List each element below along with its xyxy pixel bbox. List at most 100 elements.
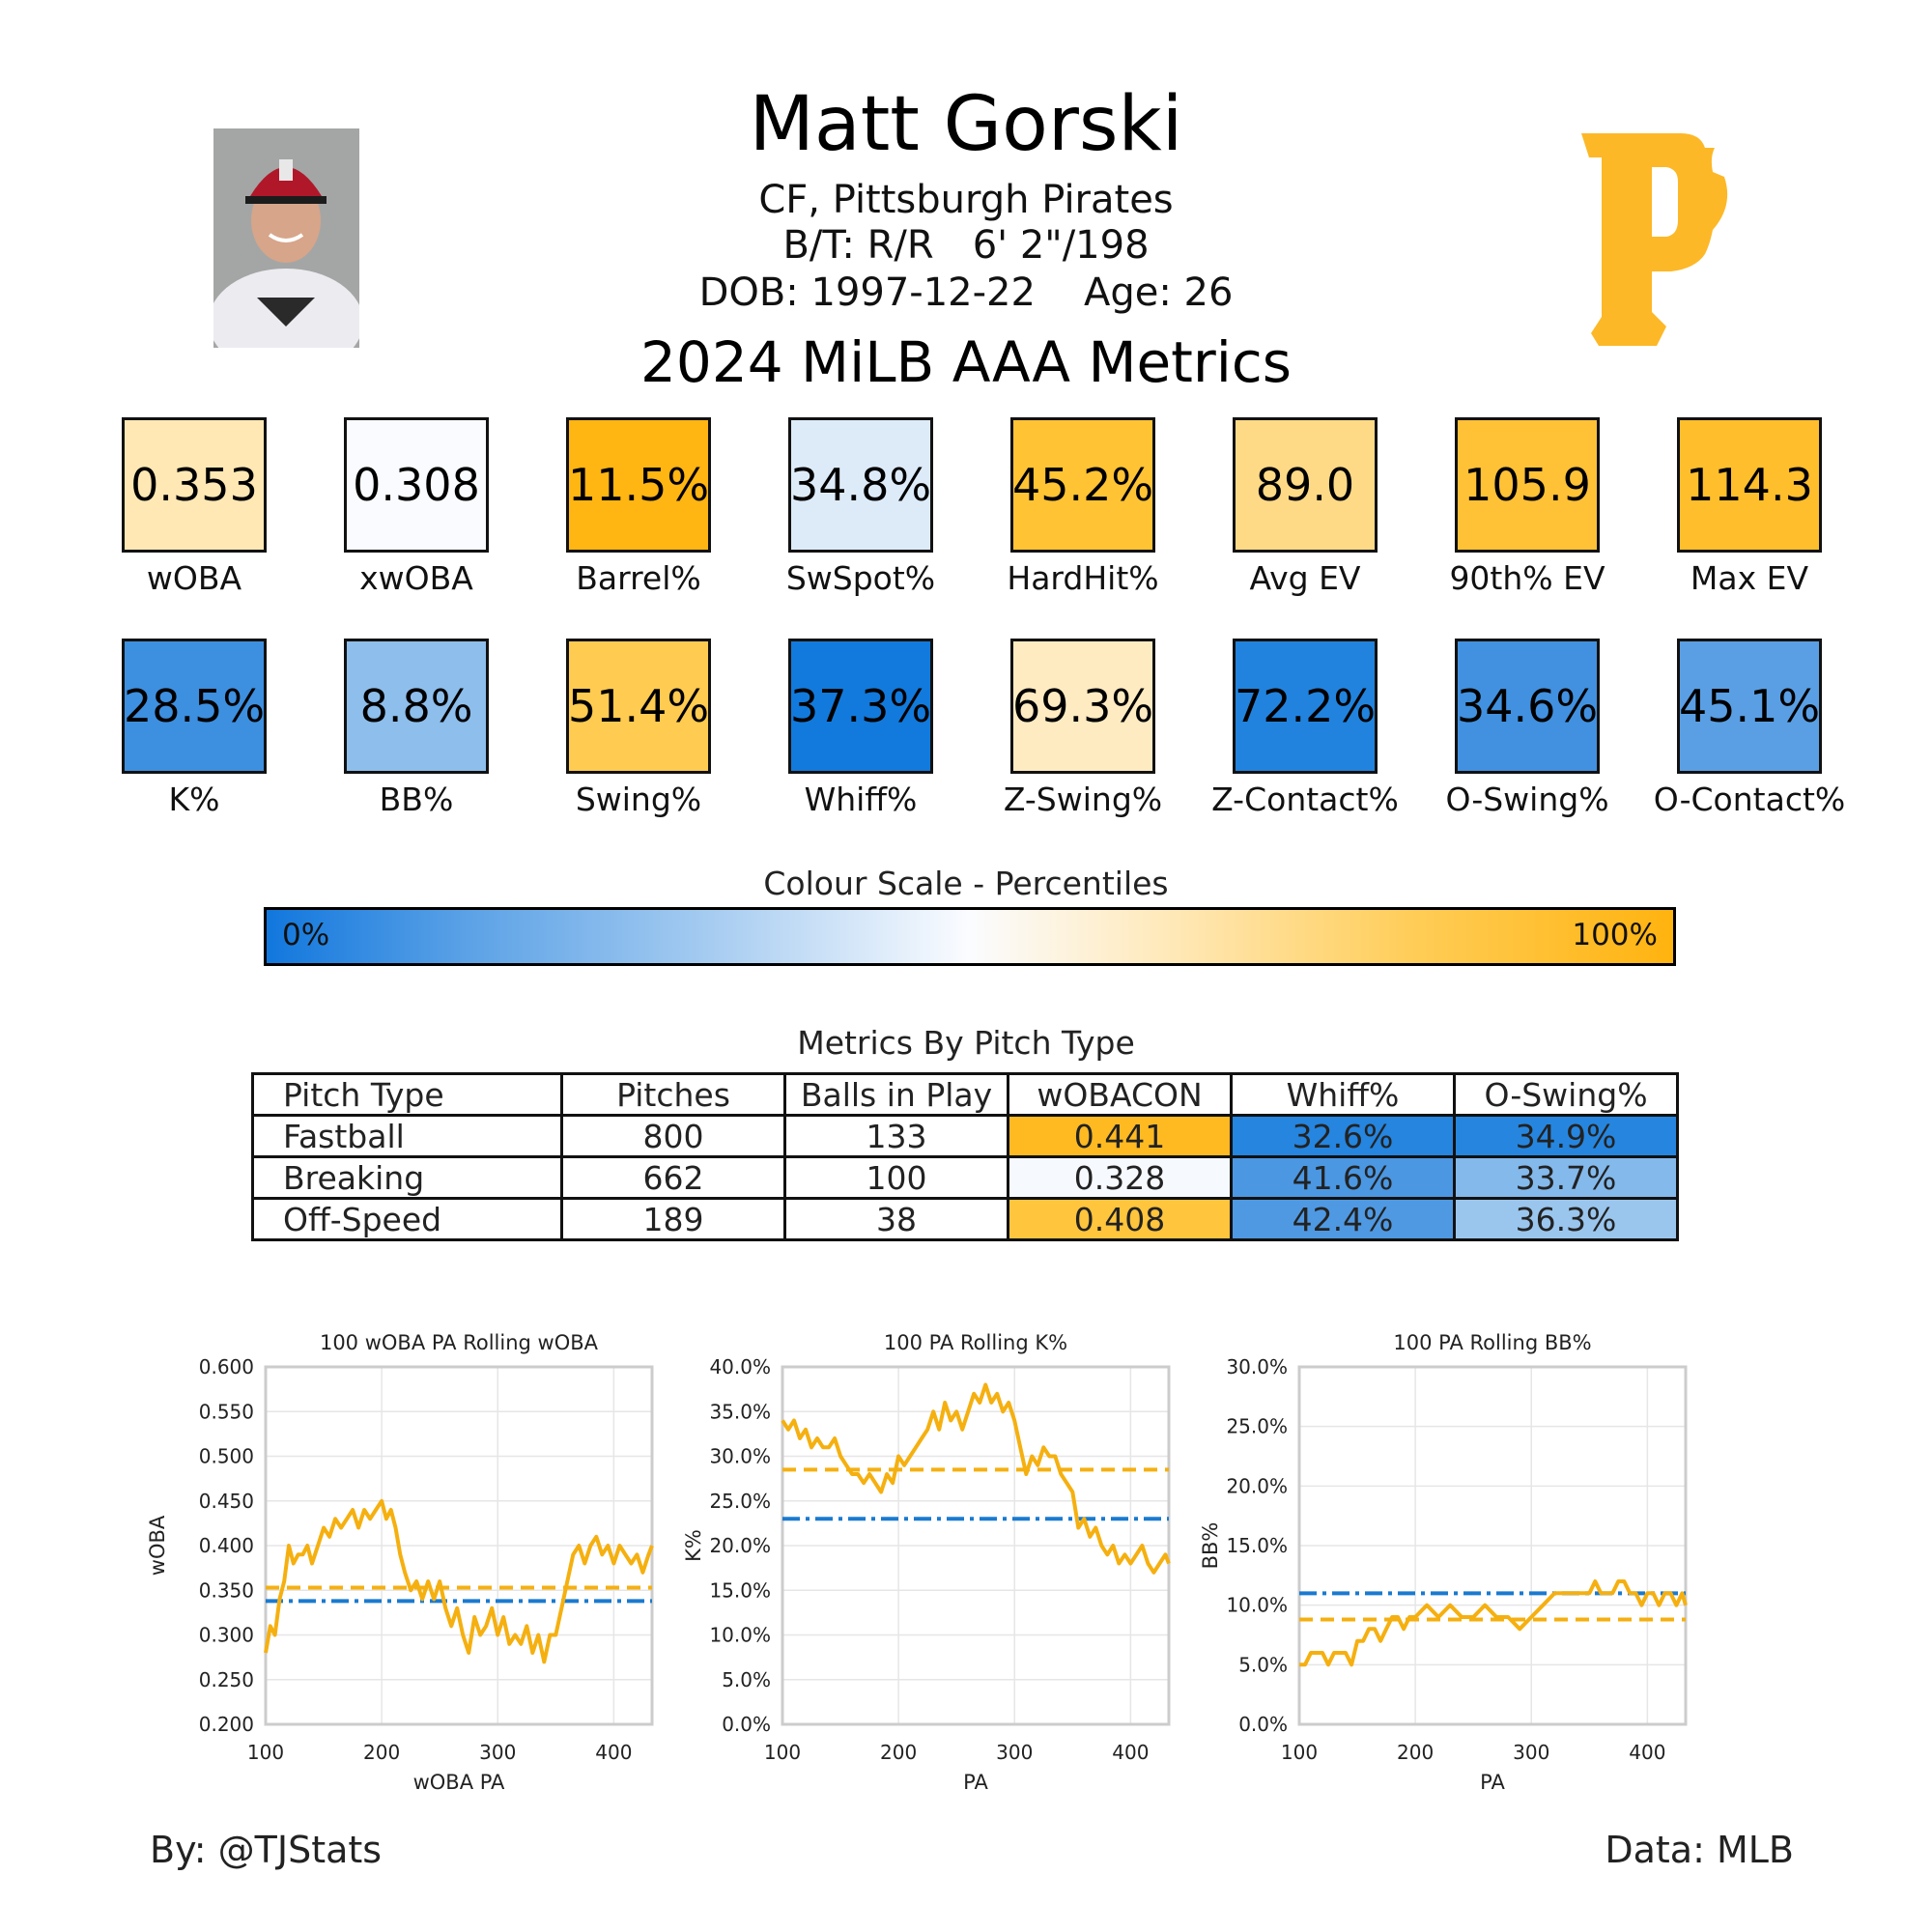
metric-tile-label: Z-Swing% bbox=[1003, 781, 1163, 818]
metric-tile-value: 72.2% bbox=[1233, 639, 1378, 774]
metric-tile-label: Barrel% bbox=[576, 559, 701, 597]
x-tick-label: 300 bbox=[996, 1741, 1033, 1764]
colour-scale-low-label: 0% bbox=[282, 918, 330, 952]
bio-line: B/T: R/R 6' 2"/198 bbox=[0, 222, 1932, 269]
metric-tile-label: BB% bbox=[379, 781, 454, 818]
x-tick-label: 300 bbox=[479, 1741, 516, 1764]
y-tick-label: 0.300 bbox=[199, 1624, 254, 1647]
y-tick-label: 0.200 bbox=[199, 1713, 254, 1736]
y-tick-label: 10.0% bbox=[709, 1624, 771, 1647]
y-tick-label: 0.0% bbox=[1238, 1713, 1288, 1736]
metric-tile-label: O-Swing% bbox=[1445, 781, 1609, 818]
rolling-charts: 100 200 300 400 0.200 0.250 0.300 0.350 0.400 0.4… bbox=[146, 1331, 1688, 1794]
table-cell: 0.408 bbox=[1007, 1197, 1233, 1241]
author-credit: By: @TJStats bbox=[150, 1829, 383, 1871]
plot-frame bbox=[1297, 1365, 1688, 1726]
metric-tile-label: K% bbox=[168, 781, 220, 818]
table-cell: 33.7% bbox=[1453, 1155, 1679, 1200]
metric-tile-label: Whiff% bbox=[804, 781, 918, 818]
y-tick-label: 30.0% bbox=[709, 1445, 771, 1468]
metric-tile-label: 90th% EV bbox=[1449, 559, 1605, 597]
table-cell: 0.441 bbox=[1007, 1114, 1233, 1158]
y-tick-label: 5.0% bbox=[722, 1668, 771, 1691]
y-axis-label: BB% bbox=[1199, 1522, 1222, 1570]
metric-tile-value: 51.4% bbox=[566, 639, 711, 774]
metric-tile-label: O-Contact% bbox=[1653, 781, 1846, 818]
rolling-series-line bbox=[1299, 1579, 1688, 1667]
metric-tile-label: HardHit% bbox=[1007, 559, 1159, 597]
data-source: Data: MLB bbox=[1605, 1829, 1794, 1871]
age: Age: 26 bbox=[1083, 270, 1234, 315]
x-tick-label: 400 bbox=[1112, 1741, 1149, 1764]
header-whiff: Whiff% bbox=[1230, 1072, 1456, 1117]
metric-tile-label: wOBA bbox=[146, 559, 242, 597]
metric-tile-label: Z-Contact% bbox=[1211, 781, 1399, 818]
metric-tile-value: 34.8% bbox=[788, 417, 933, 553]
y-tick-label: 15.0% bbox=[1226, 1534, 1288, 1557]
y-axis-label: K% bbox=[682, 1529, 705, 1562]
table-cell: 800 bbox=[560, 1114, 786, 1158]
x-axis-label: PA bbox=[963, 1771, 988, 1794]
y-tick-label: 0.500 bbox=[199, 1445, 254, 1468]
y-tick-label: 20.0% bbox=[709, 1534, 771, 1557]
dob: DOB: 1997-12-22 bbox=[698, 270, 1036, 315]
y-tick-label: 20.0% bbox=[1226, 1474, 1288, 1497]
table-cell: 100 bbox=[783, 1155, 1009, 1200]
rolling-series-line bbox=[264, 1498, 654, 1664]
table-cell: 36.3% bbox=[1453, 1197, 1679, 1241]
y-tick-label: 5.0% bbox=[1238, 1653, 1288, 1676]
table-cell: 41.6% bbox=[1230, 1155, 1456, 1200]
bats-throws: B/T: R/R bbox=[782, 223, 934, 268]
y-tick-label: 0.550 bbox=[199, 1400, 254, 1423]
x-axis-label: PA bbox=[1480, 1771, 1505, 1794]
x-tick-label: 300 bbox=[1513, 1741, 1549, 1764]
colour-scale-high-label: 100% bbox=[1572, 918, 1658, 952]
y-tick-label: 35.0% bbox=[709, 1400, 771, 1423]
table-row: Breaking 662 100 0.328 41.6% 33.7% bbox=[251, 1155, 1679, 1200]
header-pitch-type: Pitch Type bbox=[251, 1072, 563, 1117]
y-tick-label: 0.400 bbox=[199, 1534, 254, 1557]
y-tick-label: 25.0% bbox=[709, 1490, 771, 1513]
table-cell: 38 bbox=[783, 1197, 1009, 1241]
dob-line: DOB: 1997-12-22 Age: 26 bbox=[0, 270, 1932, 316]
metric-tile-label: Max EV bbox=[1690, 559, 1809, 597]
metric-tile-label: Swing% bbox=[575, 781, 702, 818]
metric-tile-value: 69.3% bbox=[1010, 639, 1155, 774]
table-cell: 133 bbox=[783, 1114, 1009, 1158]
metric-tile-value: 28.5% bbox=[122, 639, 267, 774]
y-tick-label: 0.0% bbox=[722, 1713, 771, 1736]
metric-tile-label: Avg EV bbox=[1249, 559, 1361, 597]
x-axis-label: wOBA PA bbox=[413, 1771, 505, 1794]
table-cell: 189 bbox=[560, 1197, 786, 1241]
table-cell: 34.9% bbox=[1453, 1114, 1679, 1158]
player-name: Matt Gorski bbox=[749, 81, 1183, 168]
x-tick-label: 100 bbox=[1281, 1741, 1318, 1764]
y-tick-label: 0.250 bbox=[199, 1668, 254, 1691]
rolling-series-line bbox=[781, 1382, 1171, 1575]
chart-title: 100 wOBA PA Rolling wOBA bbox=[320, 1331, 599, 1354]
x-tick-label: 200 bbox=[880, 1741, 917, 1764]
x-tick-label: 100 bbox=[764, 1741, 801, 1764]
metric-tile-value: 37.3% bbox=[788, 639, 933, 774]
table-cell: 0.328 bbox=[1007, 1155, 1233, 1200]
header-pitches: Pitches bbox=[560, 1072, 786, 1117]
metric-tile-value: 89.0 bbox=[1233, 417, 1378, 553]
table-cell: Off-Speed bbox=[251, 1197, 563, 1241]
table-row: Fastball 800 133 0.441 32.6% 34.9% bbox=[251, 1114, 1679, 1158]
table-cell: Fastball bbox=[251, 1114, 563, 1158]
player-headshot bbox=[213, 128, 359, 348]
y-tick-label: 0.600 bbox=[199, 1355, 254, 1378]
table-header-row: Pitch Type Pitches Balls in Play wOBACON… bbox=[251, 1072, 1679, 1117]
metric-tile-value: 34.6% bbox=[1455, 639, 1600, 774]
y-tick-label: 30.0% bbox=[1226, 1355, 1288, 1378]
pitch-table-title: Metrics By Pitch Type bbox=[797, 1024, 1135, 1062]
y-tick-label: 15.0% bbox=[709, 1578, 771, 1602]
metric-tile-value: 0.308 bbox=[344, 417, 489, 553]
season-title: 2024 MiLB AAA Metrics bbox=[640, 329, 1292, 395]
y-tick-label: 40.0% bbox=[709, 1355, 771, 1378]
pitch-type-table: Pitch Type Pitches Balls in Play wOBACON… bbox=[251, 1072, 1679, 1241]
chart-title: 100 PA Rolling K% bbox=[884, 1331, 1067, 1354]
y-axis-label: wOBA bbox=[146, 1515, 169, 1576]
metric-tile-value: 0.353 bbox=[122, 417, 267, 553]
chart-title: 100 PA Rolling BB% bbox=[1393, 1331, 1591, 1354]
